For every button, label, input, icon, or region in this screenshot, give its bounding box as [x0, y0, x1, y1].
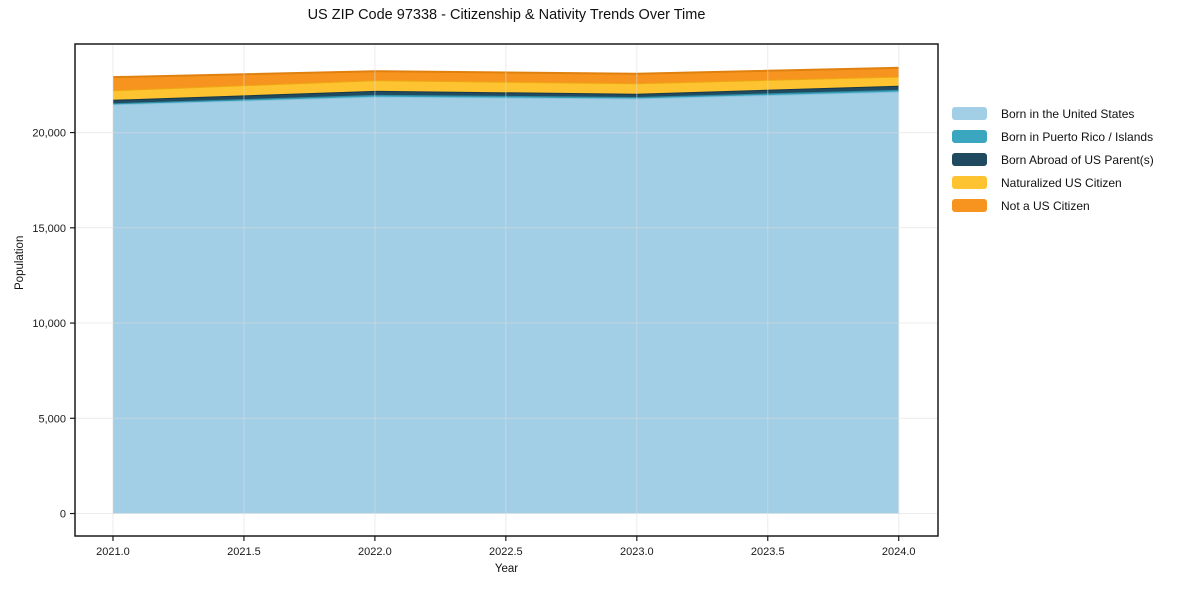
legend-swatch-0 [952, 107, 987, 120]
x-tick-label-1: 2021.5 [227, 546, 261, 558]
y-tick-label-3: 15,000 [32, 223, 66, 235]
legend-swatch-4 [952, 199, 987, 212]
y-tick-label-4: 20,000 [32, 128, 66, 140]
legend-label-2: Born Abroad of US Parent(s) [1001, 152, 1154, 167]
x-tick-label-3: 2022.5 [489, 546, 523, 558]
x-tick-label-0: 2021.0 [96, 546, 130, 558]
x-tick-label-5: 2023.5 [751, 546, 785, 558]
chart-title: US ZIP Code 97338 - Citizenship & Nativi… [307, 7, 706, 23]
y-tick-label-0: 0 [60, 509, 66, 521]
legend-item-2: Born Abroad of US Parent(s) [952, 148, 1154, 171]
legend-swatch-2 [952, 153, 987, 166]
y-tick-label-1: 5,000 [38, 413, 66, 425]
legend-label-1: Born in Puerto Rico / Islands [1001, 129, 1154, 144]
x-axis-label: Year [494, 563, 519, 575]
y-tick-label-2: 10,000 [32, 318, 66, 330]
x-tick-label-4: 2023.0 [620, 546, 654, 558]
legend-swatch-1 [952, 130, 987, 143]
x-tick-label-6: 2024.0 [882, 546, 916, 558]
legend-label-4: Not a US Citizen [1001, 198, 1090, 213]
axes-frame [74, 43, 939, 537]
legend-label-3: Naturalized US Citizen [1001, 175, 1122, 190]
legend-item-4: Not a US Citizen [952, 194, 1154, 217]
legend-item-3: Naturalized US Citizen [952, 171, 1154, 194]
x-tick-label-2: 2022.0 [358, 546, 392, 558]
legend-item-1: Born in Puerto Rico / Islands [952, 125, 1154, 148]
legend-label-0: Born in the United States [1001, 106, 1135, 121]
legend: Born in the United States Born in Puerto … [952, 102, 1154, 217]
legend-swatch-3 [952, 176, 987, 189]
legend-item-0: Born in the United States [952, 102, 1154, 125]
